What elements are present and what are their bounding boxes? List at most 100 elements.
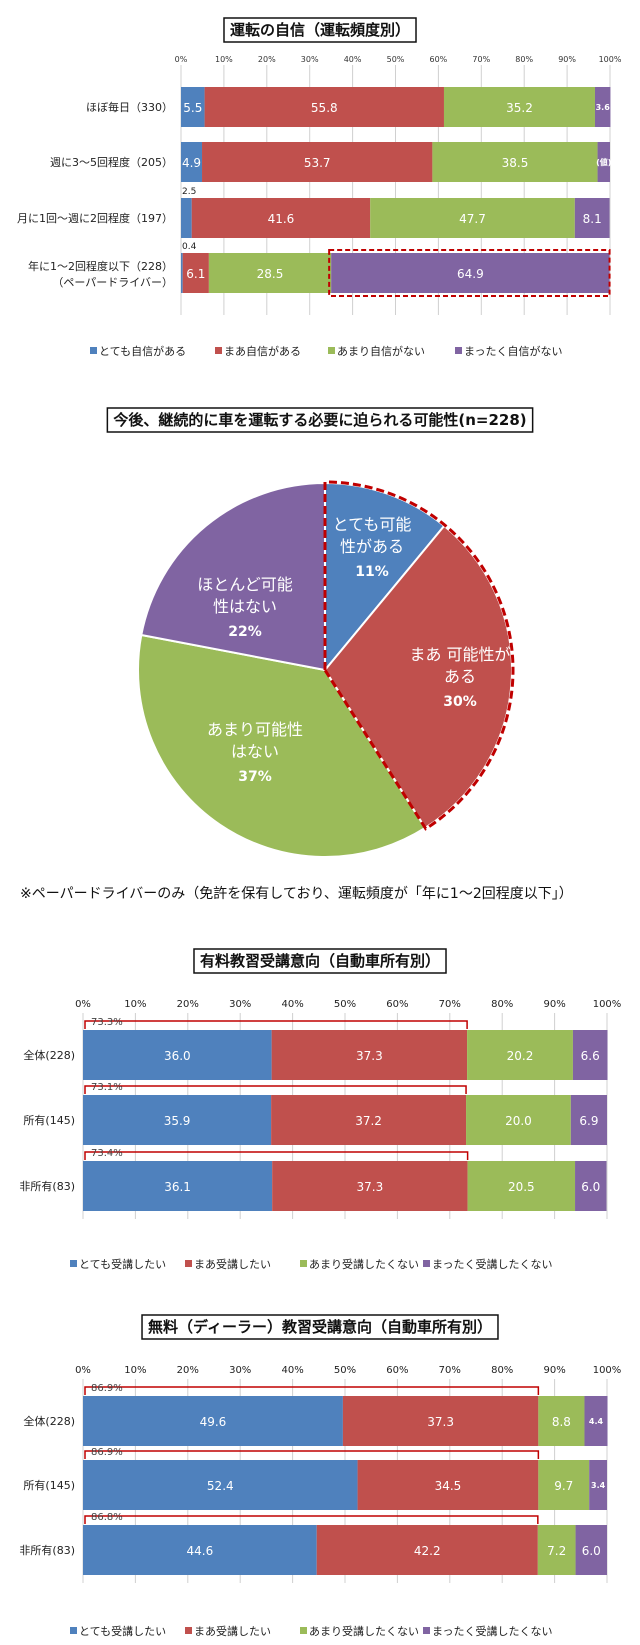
chart1-tick: 30% xyxy=(301,55,319,64)
chart1-data-label: 53.7 xyxy=(304,156,331,170)
chart4-bar-segment xyxy=(538,1396,585,1446)
chart4-tick: 70% xyxy=(439,1365,461,1376)
chart4-bracket-label: 86.8% xyxy=(91,1512,123,1523)
chart4-title-frame xyxy=(141,1314,499,1340)
chart4-legend-label: とても受講したい xyxy=(79,1624,166,1638)
chart2-slice-name: あまり可能性 xyxy=(207,720,303,739)
chart1-bar-segment xyxy=(208,253,332,293)
chart3-tick: 100% xyxy=(593,999,622,1010)
chart3-legend-label: まあ受講したい xyxy=(194,1257,271,1271)
chart3-tick: 90% xyxy=(543,999,565,1010)
chart2-slice-value: 11% xyxy=(355,564,389,580)
chart3-category-label: 非所有(83) xyxy=(19,1179,75,1193)
chart3-category-label: 所有(145) xyxy=(23,1113,75,1127)
chart4-legend-label: まあ受講したい xyxy=(194,1624,271,1638)
chart1-bar-segment xyxy=(204,87,444,127)
chart4-tick: 60% xyxy=(386,1365,408,1376)
chart3-tick: 20% xyxy=(177,999,199,1010)
chart3-legend-swatch xyxy=(185,1260,192,1267)
chart4-tick: 90% xyxy=(543,1365,565,1376)
chart2-slice-name: 性はない xyxy=(213,597,277,616)
chart4-bar-segment xyxy=(584,1396,608,1446)
chart3-tick: 40% xyxy=(281,999,303,1010)
chart3-bar-segment xyxy=(467,1030,573,1080)
chart2-slice-name: ある xyxy=(444,667,476,686)
chart1-tick: 100% xyxy=(599,55,622,64)
chart4-data-label: 4.4 xyxy=(589,1417,604,1426)
chart1-highlight-box xyxy=(328,249,611,297)
chart1-category-sublabel: （ペーパードライバー） xyxy=(52,276,173,289)
chart1-category-label: 年に1～2回程度以下（228） xyxy=(28,259,173,273)
chart4-category-label: 非所有(83) xyxy=(19,1543,75,1557)
chart2-slice-value: 37% xyxy=(238,769,272,785)
chart4-title: 無料（ディーラー）教習受講意向（自動車所有別） xyxy=(148,1318,492,1336)
chart1-title-group: 運転の自信（運転頻度別） xyxy=(223,17,417,43)
chart4-bracket xyxy=(84,1386,540,1395)
chart3-data-label: 37.3 xyxy=(356,1049,383,1063)
chart1-data-label: 55.8 xyxy=(311,101,338,115)
chart1-legend-swatch xyxy=(215,347,222,354)
chart1-bar-segment xyxy=(443,87,595,127)
chart3-tick: 50% xyxy=(334,999,356,1010)
chart2-highlight-outline xyxy=(323,480,515,831)
chart4-title-group: 無料（ディーラー）教習受講意向（自動車所有別） xyxy=(141,1314,499,1340)
chart1-data-label: 3.6 xyxy=(596,103,611,112)
chart4-bracket xyxy=(84,1450,540,1459)
chart3-bracket-label: 73.4% xyxy=(91,1148,123,1159)
chart3-data-label: 35.9 xyxy=(164,1114,191,1128)
chart1-data-label: 0.4 xyxy=(182,242,197,252)
chart3-legend-swatch xyxy=(70,1260,77,1267)
chart4-bar-segment xyxy=(538,1460,590,1510)
chart4-data-label: 52.4 xyxy=(207,1479,234,1493)
chart1-legend-swatch xyxy=(455,347,462,354)
chart1-bar-segment xyxy=(331,253,610,293)
chart1-bar-segment xyxy=(181,198,192,238)
chart1-data-label: 5.5 xyxy=(183,101,202,115)
chart4-data-label: 49.6 xyxy=(200,1415,227,1429)
chart3-bar-segment xyxy=(271,1030,468,1080)
chart1-tick: 60% xyxy=(430,55,448,64)
chart2-pie-slice xyxy=(140,481,326,672)
chart2-title: 今後、継続的に車を運転する必要に迫られる可能性(n=228) xyxy=(112,411,526,429)
chart1-tick: 0% xyxy=(175,55,188,64)
chart4-legend-swatch xyxy=(300,1627,307,1634)
chart3-legend-label: まったく受講したくない xyxy=(432,1257,553,1271)
chart3-title-group: 有料教習受講意向（自動車所有別） xyxy=(193,948,447,974)
chart4-legend-label: あまり受講したくない xyxy=(309,1624,419,1638)
chart3-data-label: 37.3 xyxy=(357,1180,384,1194)
chart3-title-frame xyxy=(193,948,447,974)
chart4-data-label: 44.6 xyxy=(186,1544,213,1558)
chart4-tick: 0% xyxy=(75,1365,91,1376)
chart1-tick: 50% xyxy=(387,55,405,64)
chart3-legend-swatch xyxy=(423,1260,430,1267)
chart1-bar-segment xyxy=(181,87,205,127)
chart3-bar-segment xyxy=(570,1095,607,1145)
chart4-data-label: 37.3 xyxy=(427,1415,454,1429)
chart1-data-label: 2.5 xyxy=(182,187,196,197)
chart3-bracket-label: 73.3% xyxy=(91,1017,123,1028)
chart4-data-label: 7.2 xyxy=(547,1544,566,1558)
chart4-tick: 10% xyxy=(124,1365,146,1376)
chart1-legend-label: あまり自信がない xyxy=(337,344,425,358)
chart4-bar-segment xyxy=(83,1396,343,1446)
chart1-tick: 20% xyxy=(258,55,276,64)
chart1-bar-segment xyxy=(191,198,371,238)
chart1-bar-segment xyxy=(574,198,610,238)
chart4-legend-swatch xyxy=(423,1627,430,1634)
chart3-legend-swatch xyxy=(300,1260,307,1267)
chart4-tick: 30% xyxy=(229,1365,251,1376)
chart4-tick: 50% xyxy=(334,1365,356,1376)
chart4-bar-segment xyxy=(83,1525,317,1575)
chart1-bar-segment xyxy=(432,142,598,182)
chart1-category-label: 週に3～5回程度（205） xyxy=(50,155,173,169)
chart3-legend-label: とても受講したい xyxy=(79,1257,166,1271)
chart1-data-label: 8.1 xyxy=(583,212,602,226)
chart1-bar-segment xyxy=(370,198,575,238)
chart1-data-label: 28.5 xyxy=(257,267,284,281)
chart3-tick: 30% xyxy=(229,999,251,1010)
chart3-data-label: 20.0 xyxy=(505,1114,532,1128)
chart3-data-label: 37.2 xyxy=(355,1114,382,1128)
chart4-tick: 20% xyxy=(177,1365,199,1376)
chart1-bar-segment xyxy=(202,142,433,182)
